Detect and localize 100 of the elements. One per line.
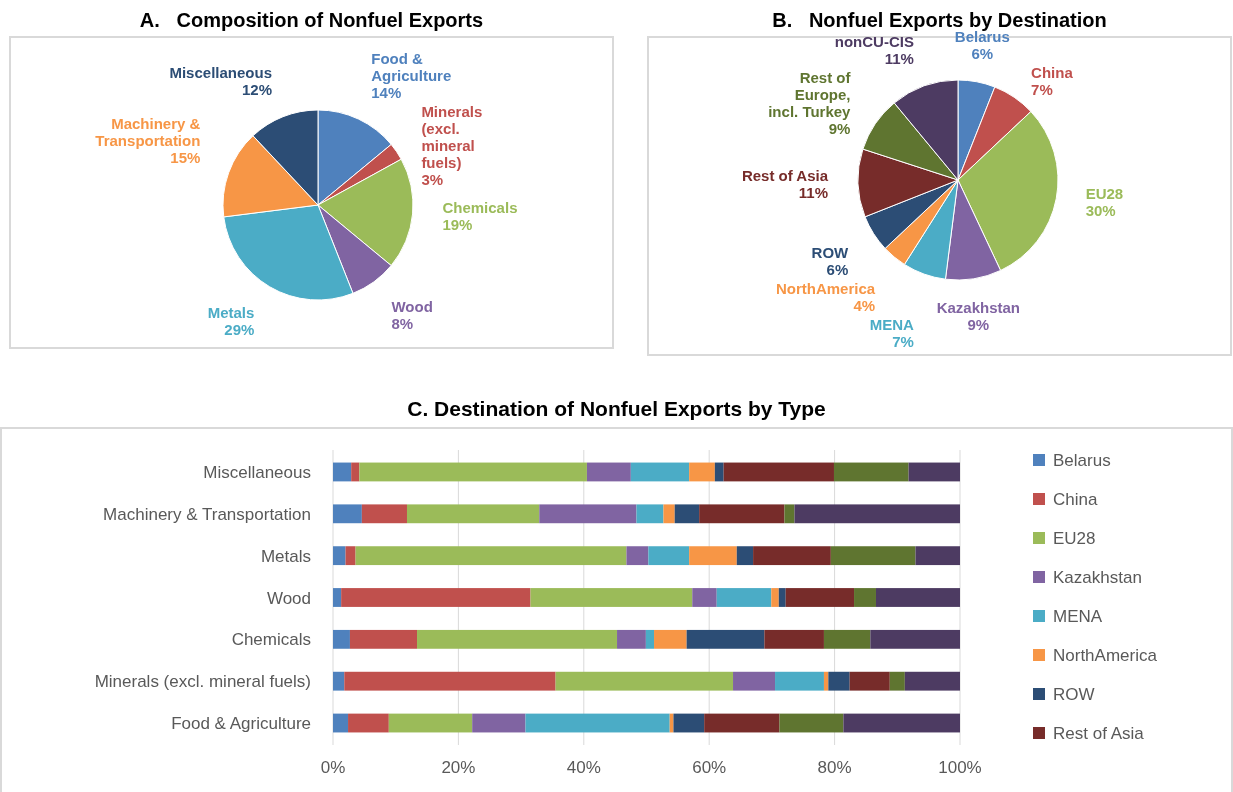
bar — [849, 671, 890, 691]
slice-label: Wood — [391, 298, 433, 316]
x-tick-label: 0% — [320, 758, 346, 777]
bar — [733, 671, 776, 691]
data-label: 9% — [967, 315, 990, 333]
slice-label: MENA — [869, 316, 915, 334]
legend-label: MENA — [1053, 607, 1103, 626]
bar — [344, 671, 556, 691]
slice-label: Miscellaneous — [169, 64, 272, 82]
bar — [333, 588, 342, 607]
bar — [828, 671, 850, 691]
bar — [626, 546, 649, 566]
bar — [617, 629, 646, 649]
bar — [889, 671, 905, 691]
slice-label: EU28 — [1085, 185, 1124, 203]
bar — [870, 629, 960, 649]
y-tick-label: Minerals (excl. mineral fuels) — [94, 672, 311, 692]
x-tick-label: 100% — [938, 758, 982, 777]
bar — [764, 629, 824, 649]
bar — [636, 504, 664, 524]
bar — [525, 713, 670, 733]
data-label: 12% — [241, 81, 272, 99]
bar — [654, 629, 687, 649]
data-label: 4% — [853, 297, 876, 315]
bar — [689, 546, 737, 566]
slice-label: China — [1031, 64, 1074, 82]
y-tick-label: Chemicals — [231, 630, 311, 650]
bar — [692, 588, 717, 607]
bar — [823, 671, 829, 691]
bar — [779, 713, 844, 733]
y-tick-label: Miscellaneous — [203, 462, 311, 482]
y-tick-label: Wood — [266, 588, 311, 608]
bar — [686, 629, 765, 649]
bar — [699, 504, 785, 524]
bar — [830, 546, 916, 566]
slice-label: ROW — [811, 244, 850, 262]
bar — [645, 629, 655, 649]
bar — [823, 629, 871, 649]
chart-title: C. Destination of Nonfuel Exports by Type — [407, 397, 826, 420]
data-label: 11% — [798, 183, 829, 201]
bar — [663, 504, 675, 524]
bar — [341, 588, 531, 607]
bar — [355, 546, 627, 566]
slice-label: NorthAmerica — [775, 280, 876, 298]
bar — [771, 588, 779, 607]
bar — [778, 588, 786, 607]
y-tick-label: Food & Agriculture — [171, 714, 311, 734]
data-label: 6% — [826, 261, 849, 279]
bar — [472, 713, 526, 733]
legend-label: China — [1053, 490, 1098, 509]
data-label: 29% — [224, 320, 255, 338]
bar — [784, 504, 795, 524]
bar — [349, 629, 418, 649]
slice-label: Chemicals — [442, 198, 518, 216]
bar — [333, 713, 349, 733]
bar — [854, 588, 876, 607]
bar — [555, 671, 734, 691]
legend-label: EU28 — [1053, 529, 1096, 548]
bar — [417, 629, 618, 649]
bar — [843, 713, 960, 733]
slice-label: Food & Agriculture — [371, 49, 452, 84]
bar — [359, 462, 587, 482]
legend-label: Kazakhstan — [1053, 568, 1142, 587]
bar — [539, 504, 637, 524]
data-label: 30% — [1085, 202, 1116, 220]
data-label: 7% — [1031, 81, 1053, 99]
bar — [794, 504, 960, 524]
bar — [736, 546, 754, 566]
data-label: 9% — [828, 120, 851, 138]
y-tick-label: Metals — [260, 546, 311, 566]
data-label: 3% — [421, 170, 444, 188]
chart-title: A. Composition of Nonfuel Exports — [139, 9, 484, 31]
bar — [875, 588, 960, 607]
bar — [351, 462, 360, 482]
bar — [716, 588, 772, 607]
bar — [361, 504, 407, 524]
bar — [333, 546, 346, 566]
x-tick-label: 60% — [692, 758, 727, 777]
bar — [833, 462, 909, 482]
bar — [753, 546, 831, 566]
bar — [333, 504, 362, 524]
legend-label: ROW — [1053, 685, 1095, 704]
data-label: 11% — [884, 50, 914, 68]
bar — [689, 462, 715, 482]
data-label: 6% — [971, 45, 994, 63]
bar — [908, 462, 960, 482]
bar — [333, 629, 350, 649]
bar — [333, 671, 345, 691]
bar — [775, 671, 824, 691]
data-label: 8% — [391, 315, 414, 333]
bar — [345, 546, 356, 566]
bar — [530, 588, 693, 607]
x-tick-label: 80% — [817, 758, 852, 777]
slice-label: Minerals (excl. mineral fuels) — [421, 102, 483, 171]
bar — [704, 713, 780, 733]
legend-label: Rest of Asia — [1053, 724, 1145, 743]
bar — [723, 462, 834, 482]
data-label: 19% — [442, 215, 473, 233]
y-tick-label: Machinery & Transportation — [103, 504, 311, 524]
slice-label: nonCU-CIS — [834, 33, 914, 51]
